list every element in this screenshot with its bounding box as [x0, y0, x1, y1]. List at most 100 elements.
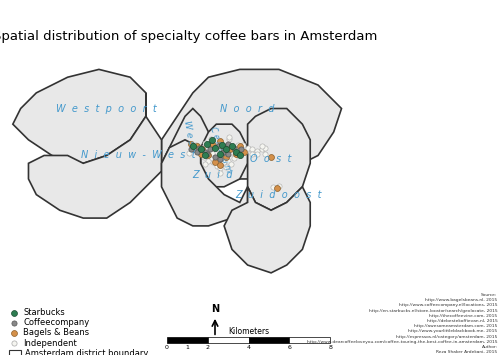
Point: [10, 330, 18, 336]
Point: [190, 145, 198, 151]
Text: 1: 1: [186, 345, 190, 350]
Text: N  o  o  r  d: N o o r d: [220, 104, 275, 114]
Point: [258, 143, 266, 149]
Point: [224, 151, 232, 157]
Point: [208, 137, 216, 143]
Text: Independent: Independent: [23, 339, 77, 348]
Point: [207, 136, 215, 142]
Point: [189, 146, 197, 152]
Point: [207, 156, 215, 162]
Point: [220, 145, 228, 151]
Polygon shape: [200, 124, 248, 187]
Point: [232, 149, 240, 154]
Point: [232, 151, 240, 157]
Polygon shape: [28, 93, 162, 218]
Point: [209, 159, 217, 165]
Point: [228, 143, 236, 149]
Point: [195, 145, 203, 151]
Text: Coffeecompany: Coffeecompany: [23, 318, 89, 327]
Text: Z  u  i  d  o  o  s  t: Z u i d o o s t: [236, 190, 322, 200]
Point: [204, 148, 212, 154]
Polygon shape: [162, 109, 208, 179]
Point: [227, 161, 235, 167]
Bar: [167, 337, 208, 343]
Bar: [208, 337, 248, 343]
Point: [200, 149, 208, 154]
Point: [195, 148, 203, 154]
Title: Spatial distribution of specialty coffee bars in Amsterdam: Spatial distribution of specialty coffee…: [0, 31, 377, 43]
Point: [214, 146, 222, 151]
Point: [188, 141, 196, 147]
Point: [192, 149, 200, 154]
Point: [203, 141, 211, 147]
Point: [214, 157, 222, 163]
Point: [238, 146, 246, 152]
Point: [258, 146, 266, 152]
Point: [225, 136, 233, 142]
Polygon shape: [224, 187, 310, 273]
Point: [204, 158, 212, 164]
Point: [226, 150, 234, 156]
Bar: [248, 337, 290, 343]
Point: [216, 157, 224, 162]
Polygon shape: [162, 140, 248, 226]
Text: W e s t: W e s t: [182, 120, 196, 152]
Text: C e n t r u m: C e n t r u m: [208, 125, 233, 173]
Point: [222, 164, 230, 170]
Point: [198, 146, 206, 151]
Point: [225, 134, 233, 140]
Point: [232, 148, 240, 154]
Point: [220, 159, 228, 165]
Point: [224, 158, 232, 164]
Point: [10, 320, 18, 326]
Point: [198, 146, 206, 152]
Point: [208, 150, 216, 156]
Point: [238, 146, 246, 151]
Point: [234, 142, 242, 148]
Text: 8: 8: [328, 345, 332, 350]
Point: [230, 145, 237, 151]
Point: [268, 184, 276, 190]
Point: [203, 150, 211, 156]
Point: [10, 310, 18, 315]
Point: [192, 143, 200, 149]
Point: [216, 151, 224, 157]
Text: Amsterdam district boundary: Amsterdam district boundary: [25, 349, 148, 355]
Point: [220, 142, 228, 148]
Point: [210, 159, 218, 165]
Polygon shape: [248, 109, 310, 210]
Point: [234, 150, 242, 156]
Point: [274, 186, 281, 191]
Point: [196, 146, 204, 152]
Point: [236, 153, 244, 158]
Text: 4: 4: [246, 345, 250, 350]
Point: [204, 153, 212, 158]
Point: [244, 145, 252, 151]
Point: [185, 150, 193, 156]
Point: [239, 142, 247, 148]
Point: [216, 170, 224, 175]
Point: [202, 161, 209, 167]
Point: [209, 142, 217, 148]
Point: [236, 143, 244, 149]
Point: [248, 146, 256, 152]
Text: Z  u  i  d: Z u i d: [192, 170, 232, 180]
Point: [218, 149, 226, 154]
Point: [226, 146, 234, 151]
Point: [240, 149, 248, 154]
Point: [222, 155, 230, 161]
Point: [242, 148, 250, 154]
Point: [253, 151, 261, 157]
Point: [213, 163, 221, 169]
Point: [222, 146, 230, 152]
Point: [206, 146, 214, 152]
Point: [10, 340, 18, 346]
Bar: [290, 337, 331, 343]
Point: [203, 151, 211, 157]
Text: 0: 0: [165, 345, 169, 350]
Point: [214, 140, 222, 146]
Polygon shape: [162, 69, 342, 179]
Point: [210, 145, 218, 151]
Point: [188, 146, 196, 152]
Point: [221, 151, 229, 157]
